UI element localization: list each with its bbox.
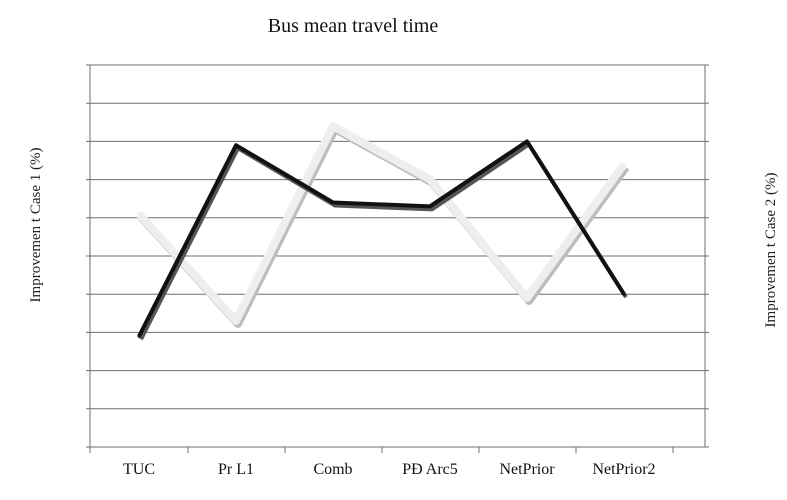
y-axis-label-right: Improvemen t Case 2 (%) — [763, 173, 779, 328]
data-point — [525, 296, 529, 300]
x-tick-label: PÐ Arc5 — [402, 461, 458, 478]
data-point — [428, 178, 432, 182]
y-axis-label-left: Improvemen t Case 1 (%) — [28, 148, 44, 303]
data-point — [622, 162, 626, 166]
x-tick-label: NetPrior — [499, 461, 555, 478]
x-tick-labels: TUC Pr L1 Comb PÐ Arc5 NetPrior NetPrior2 — [123, 461, 656, 478]
data-point — [234, 143, 238, 147]
series-line-shadow — [139, 142, 628, 341]
data-point — [234, 319, 238, 323]
chart-title: Bus mean travel time — [268, 15, 439, 37]
data-point — [428, 204, 432, 208]
series-line — [136, 122, 628, 325]
x-tick-label: TUC — [123, 461, 155, 478]
data-point — [525, 139, 529, 143]
data-point — [331, 201, 335, 205]
x-tick-label: Pr L1 — [218, 461, 254, 478]
data-point — [137, 334, 141, 338]
axes — [86, 64, 709, 453]
x-tick-label: Comb — [313, 461, 352, 478]
series-line — [137, 139, 626, 338]
data-point — [622, 292, 626, 296]
data-point — [331, 124, 335, 128]
x-tick-label: NetPrior2 — [592, 461, 655, 478]
series-group — [136, 122, 630, 341]
gridlines — [90, 64, 705, 410]
data-point — [137, 212, 141, 216]
